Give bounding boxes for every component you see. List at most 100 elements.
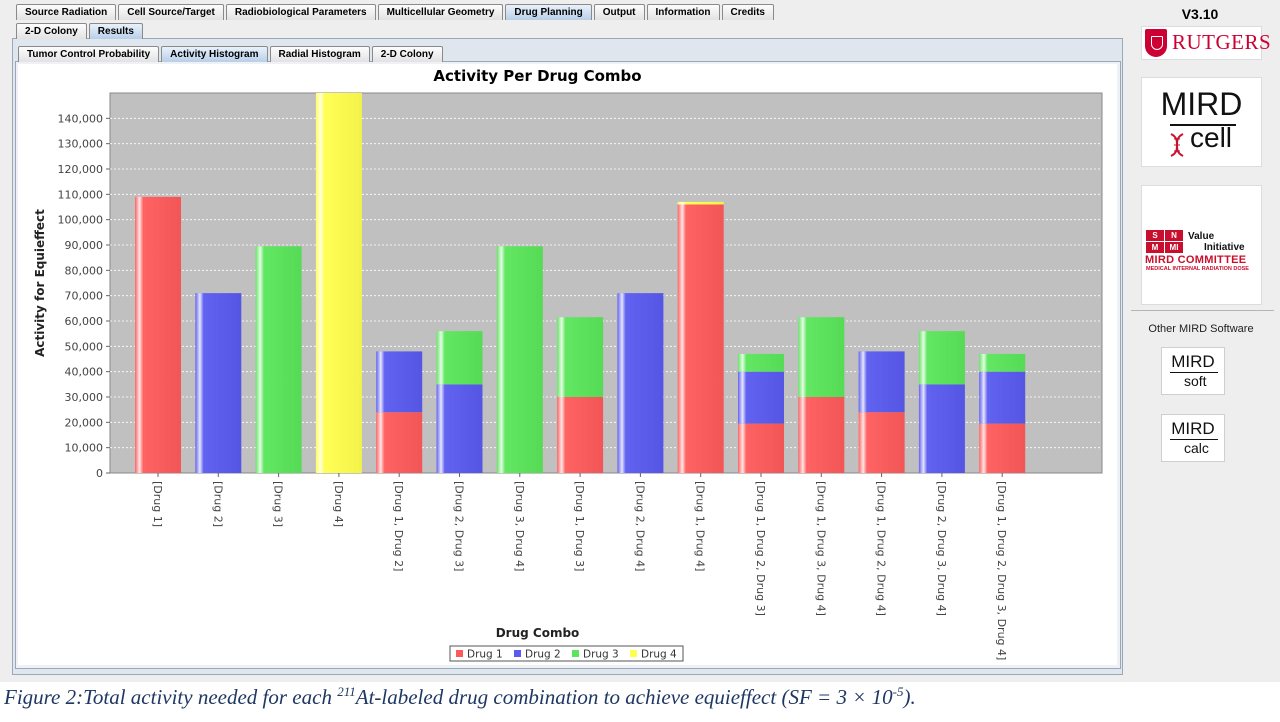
bar-shine (376, 412, 423, 473)
bar-shine (315, 93, 362, 473)
mirdsoft-link[interactable]: MIRD soft (1161, 347, 1225, 395)
version-label: V3.10 (1181, 6, 1219, 22)
tab-credits[interactable]: Credits (721, 4, 774, 20)
subtab-2-d-colony[interactable]: 2-D Colony (16, 23, 87, 39)
snmmi-mird-committee-logo[interactable]: S N M MI Value Initiative MIRD COMMITTEE… (1141, 185, 1262, 305)
results-tab-bar: Tumor Control Probability Activity Histog… (18, 46, 443, 62)
subtab-results[interactable]: Results (88, 23, 143, 39)
mirdcell-logo[interactable]: MIRD cell (1141, 77, 1262, 167)
bar-shine (738, 353, 784, 372)
bar-shine (255, 246, 302, 473)
y-tick-label: 120,000 (58, 163, 104, 176)
bar-shine (376, 351, 423, 413)
other-software-label: Other MIRD Software (1148, 323, 1254, 335)
bar-shine (738, 423, 784, 473)
mirdcell-logo-bottom: cell (1190, 122, 1233, 153)
bar-shine (135, 196, 181, 473)
x-tick-label: [Drug 1, Drug 3, Drug 4] (814, 481, 827, 616)
chart-title: Activity Per Drug Combo (433, 67, 641, 85)
bar-shine (918, 384, 965, 473)
x-tick-label: [Drug 1, Drug 2] (392, 481, 405, 571)
mirdcell-logo-rule (1170, 124, 1236, 126)
snmmi-letter: S (1146, 230, 1164, 241)
dna-icon (1170, 133, 1184, 157)
app-window: Source Radiation Cell Source/Target Radiob… (0, 0, 1280, 682)
tab-output[interactable]: Output (593, 4, 645, 20)
sidebar-divider (1131, 310, 1274, 311)
y-tick-label: 0 (96, 467, 103, 480)
main-tab-bar: Source Radiation Cell Source/Target Radiob… (16, 4, 774, 20)
legend-swatch (572, 650, 579, 657)
activity-histogram-chart: Activity Per Drug Combo 0 10,000 20,000 30,0… (18, 64, 1117, 665)
mirdsoft-logo-rule (1170, 372, 1218, 373)
legend-swatch (630, 650, 637, 657)
bar-shine (918, 331, 965, 385)
bar-shine (858, 412, 905, 473)
mirdcalc-link[interactable]: MIRD calc (1161, 414, 1225, 462)
caption-prefix: Figure 2:Total activity needed for each (4, 685, 338, 709)
x-tick-label: [Drug 1, Drug 4] (694, 481, 707, 571)
caption-exponent: -5 (892, 684, 904, 699)
legend-label: Drug 2 (525, 649, 561, 661)
tab-multicellular-geometry[interactable]: Multicellular Geometry (377, 4, 504, 20)
value-initiative-text: Value (1188, 231, 1215, 242)
legend-box (449, 645, 684, 662)
mirdcalc-logo-bottom: calc (1184, 440, 1209, 456)
sub-tab-bar: 2-D Colony Results (16, 23, 143, 39)
chart-svg: Activity Per Drug Combo 0 10,000 20,000 30,0… (33, 67, 1103, 662)
bar-shine (858, 351, 905, 413)
bar-shine (557, 397, 604, 473)
results-tab-tumor-control-probability[interactable]: Tumor Control Probability (18, 46, 160, 62)
mird-committee-subtext: MEDICAL INTERNAL RADIATION DOSE (1146, 266, 1249, 272)
rutgers-shield-icon (1145, 29, 1167, 57)
y-tick-label: 60,000 (65, 315, 104, 328)
tab-cell-source-target[interactable]: Cell Source/Target (118, 4, 224, 20)
y-tick-label: 20,000 (65, 416, 104, 429)
y-tick-label: 50,000 (65, 340, 104, 353)
snmmi-letter: M (1146, 242, 1164, 253)
x-tick-label: [Drug 3, Drug 4] (513, 481, 526, 571)
x-tick-label: [Drug 1] (151, 481, 164, 527)
x-tick-label: [Drug 2, Drug 3, Drug 4] (935, 481, 948, 616)
legend-label: Drug 4 (641, 649, 677, 661)
bar-shine (436, 331, 483, 385)
y-tick-label: 90,000 (65, 239, 104, 252)
x-tick-label: [Drug 1, Drug 3] (573, 481, 586, 571)
tab-radiobiological-parameters[interactable]: Radiobiological Parameters (225, 4, 376, 20)
bar-shine (496, 246, 543, 473)
y-tick-label: 100,000 (58, 214, 104, 227)
results-tab-radial-histogram[interactable]: Radial Histogram (269, 46, 370, 62)
x-tick-label: [Drug 2, Drug 4] (633, 481, 646, 571)
x-tick-label: [Drug 3] (272, 481, 285, 527)
x-tick-label: [Drug 1, Drug 2, Drug 3] (754, 481, 767, 616)
results-tab-activity-histogram[interactable]: Activity Histogram (161, 46, 268, 62)
results-tab-2-d-colony[interactable]: 2-D Colony (371, 46, 443, 62)
x-tick-label: [Drug 2] (211, 481, 224, 527)
y-tick-label: 140,000 (58, 112, 104, 125)
bar-shine (617, 293, 664, 473)
rutgers-logo[interactable]: RUTGERS (1141, 26, 1271, 60)
figure-caption: Figure 2:Total activity needed for each … (4, 684, 916, 710)
caption-isotope-mass: 211 (337, 684, 356, 699)
x-tick-label: [Drug 1, Drug 2, Drug 4] (875, 481, 888, 616)
y-tick-label: 130,000 (58, 138, 104, 151)
snmmi-grid-icon: S N M MI (1146, 230, 1184, 254)
y-tick-label: 110,000 (58, 188, 104, 201)
bar-shine (436, 384, 483, 473)
x-tick-label: [Drug 4] (332, 481, 345, 527)
tab-information[interactable]: Information (646, 4, 720, 20)
bar-shine (677, 204, 724, 473)
tab-drug-planning[interactable]: Drug Planning (505, 4, 592, 20)
y-tick-label: 10,000 (65, 442, 104, 455)
rutgers-logo-text: RUTGERS (1172, 30, 1272, 54)
y-tick-label: 70,000 (65, 290, 104, 303)
y-tick-label: 30,000 (65, 391, 104, 404)
mirdcell-logo-top: MIRD (1160, 86, 1243, 122)
bar-shine (798, 397, 845, 473)
bar-shine (979, 423, 1026, 473)
mirdsoft-logo-bottom: soft (1184, 373, 1207, 389)
caption-suffix: ). (903, 685, 916, 709)
caption-middle: At-labeled drug combination to achieve e… (355, 685, 893, 709)
bar-shine (677, 201, 724, 205)
tab-source-radiation[interactable]: Source Radiation (16, 4, 117, 20)
